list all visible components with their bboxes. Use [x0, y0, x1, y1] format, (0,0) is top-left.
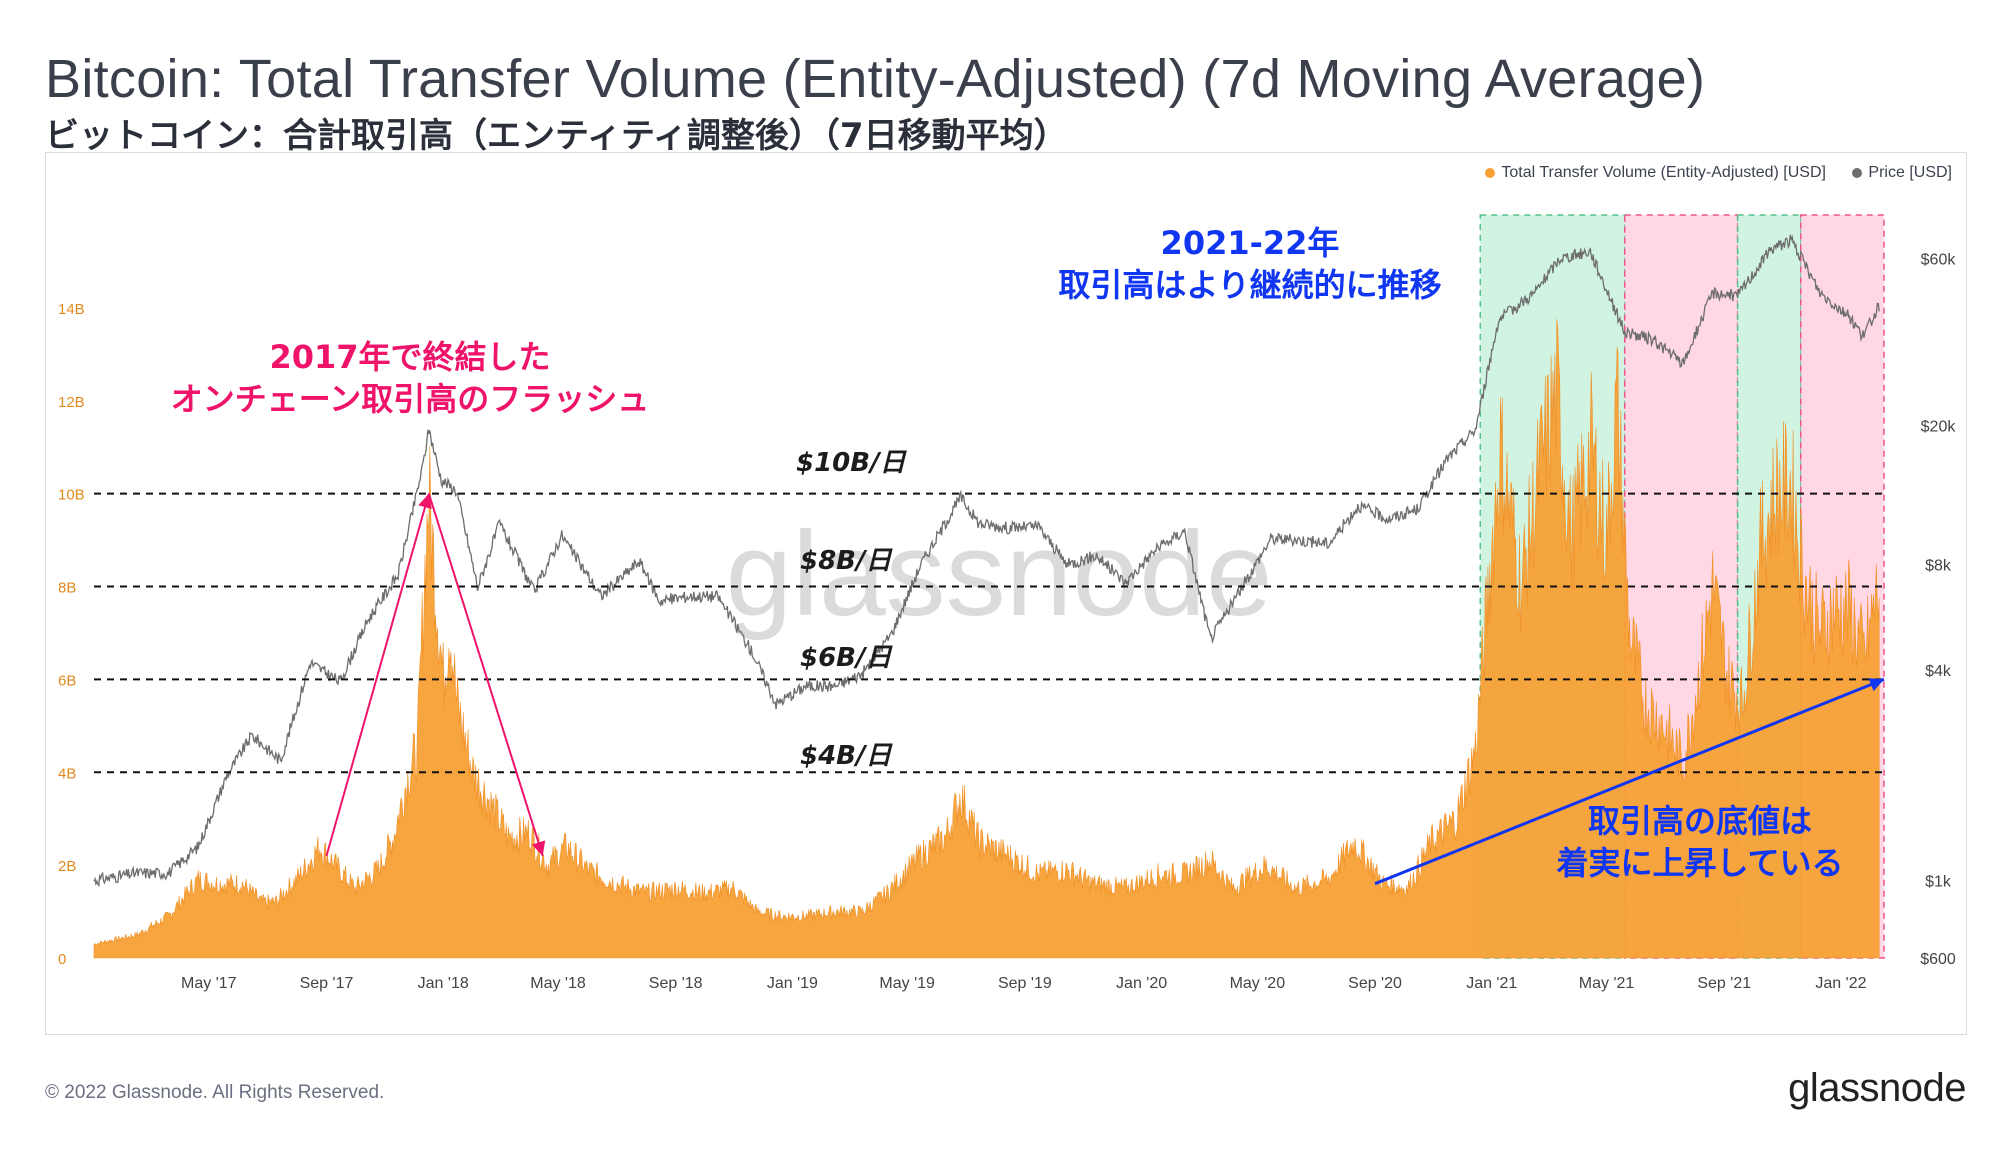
level-label-4b: $4B/日: [800, 741, 892, 771]
chart-legend: Total Transfer Volume (Entity-Adjusted) …: [1463, 164, 1952, 182]
x-tick-label: Sep '20: [1348, 975, 1402, 992]
y-left-tick-label: 12B: [58, 394, 85, 411]
x-tick-label: Jan '18: [418, 975, 469, 992]
y-left-tick-label: 14B: [58, 301, 85, 318]
sustained-annotation-line1: 2021-22年: [1160, 224, 1340, 262]
floor-annotation-line1: 取引高の底値は: [1587, 802, 1812, 840]
flash-annotation-line1: 2017年で終結した: [269, 338, 551, 376]
footer-logo[interactable]: glassnode: [1788, 1066, 1966, 1110]
chart-svg: glassnode02B4B6B8B10B12B14B$600$1k$4k$8k…: [58, 214, 1957, 992]
annotation-arrow-red-0: [325, 493, 430, 857]
x-tick-label: Jan '22: [1815, 975, 1866, 992]
y-left-tick-label: 10B: [58, 487, 85, 504]
x-tick-label: May '17: [181, 975, 237, 992]
annotation-arrowhead-red-1: [531, 840, 546, 856]
y-right-tick-label: $4k: [1925, 663, 1952, 680]
x-tick-label: Sep '19: [998, 975, 1052, 992]
price-legend-dot-icon: [1852, 167, 1863, 178]
legend-price-label[interactable]: Price [USD]: [1868, 164, 1952, 181]
floor-annotation: 取引高の底値は 着実に上昇している: [1530, 800, 1870, 884]
level-label-8b: $8B/日: [800, 546, 892, 576]
y-left-tick-label: 6B: [58, 672, 76, 689]
floor-annotation-line2: 着実に上昇している: [1556, 844, 1844, 882]
x-tick-label: Jan '21: [1466, 975, 1517, 992]
footer-copyright: © 2022 Glassnode. All Rights Reserved.: [45, 1082, 385, 1103]
y-left-tick-label: 2B: [58, 858, 76, 875]
annotation-arrowhead-red-0: [418, 493, 432, 509]
annotation-arrow-red-1: [427, 493, 544, 857]
sustained-annotation: 2021-22年 取引高はより継続的に推移: [1030, 222, 1470, 306]
legend-volume-label[interactable]: Total Transfer Volume (Entity-Adjusted) …: [1501, 164, 1826, 181]
y-right-tick-label: $8k: [1925, 558, 1952, 575]
volume-area-series: [93, 319, 1880, 959]
annotation-arrowhead-blue-2: [1868, 678, 1884, 692]
x-tick-label: Sep '18: [649, 975, 703, 992]
y-right-tick-label: $20k: [1921, 419, 1957, 436]
y-right-tick-label: $60k: [1921, 252, 1957, 269]
level-label-10b: $10B/日: [796, 448, 906, 478]
y-left-tick-label: 4B: [58, 765, 76, 782]
x-tick-label: May '18: [530, 975, 586, 992]
flash-annotation: 2017年で終結した オンチェーン取引高のフラッシュ: [150, 336, 670, 420]
chart-title: Bitcoin: Total Transfer Volume (Entity-A…: [45, 49, 1706, 109]
chart-panel: glassnode 0 2B 4B 6B 8B 10B 12B 14B $600 $1k $4k $8k…: [45, 152, 1967, 1035]
y-right-tick-label: $1k: [1925, 873, 1952, 890]
x-tick-label: Sep '17: [300, 975, 354, 992]
sustained-annotation-line2: 取引高はより継続的に推移: [1058, 266, 1442, 304]
x-tick-label: Sep '21: [1697, 975, 1751, 992]
x-tick-label: May '20: [1230, 975, 1286, 992]
x-tick-label: May '19: [879, 975, 935, 992]
x-tick-label: Jan '20: [1116, 975, 1167, 992]
volume-legend-dot-icon: [1485, 167, 1496, 178]
level-label-6b: $6B/日: [800, 643, 892, 673]
y-left-tick-label: 8B: [58, 580, 76, 597]
x-tick-label: May '21: [1579, 975, 1635, 992]
x-tick-label: Jan '19: [767, 975, 818, 992]
flash-annotation-line2: オンチェーン取引高のフラッシュ: [170, 380, 650, 418]
annotation-arrow-blue-2: [1374, 677, 1885, 886]
y-left-tick-label: 0: [58, 951, 66, 968]
price-line-series: [93, 234, 1880, 888]
y-right-tick-label: $600: [1920, 951, 1956, 968]
chart-subtitle-japanese: ビットコイン：合計取引高（エンティティ調整後）（7日移動平均）: [45, 116, 1068, 156]
